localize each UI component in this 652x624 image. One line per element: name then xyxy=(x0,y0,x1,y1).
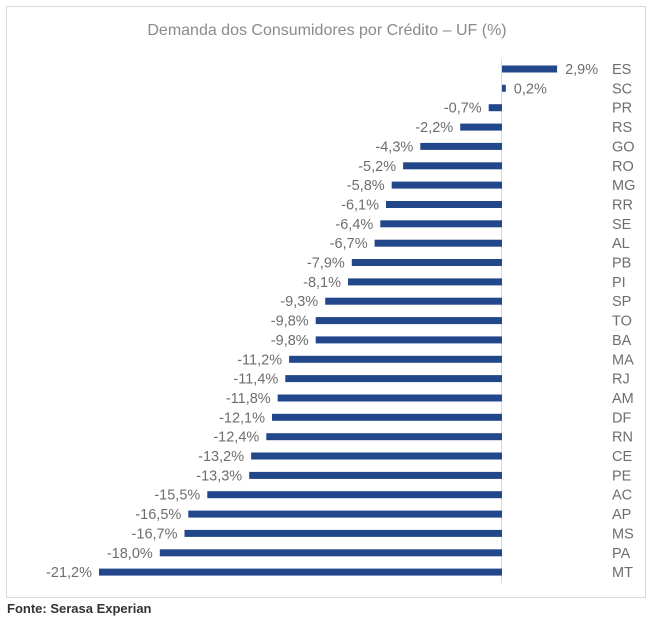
value-label-ap: -16,5% xyxy=(135,507,181,523)
category-label-ms: MS xyxy=(612,526,634,542)
value-label-ms: -16,7% xyxy=(132,526,178,542)
category-label-ap: AP xyxy=(612,507,631,523)
value-label-ac: -15,5% xyxy=(154,488,200,504)
value-label-rn: -12,4% xyxy=(213,430,259,446)
value-label-rs: -2,2% xyxy=(415,120,453,136)
category-label-pb: PB xyxy=(612,256,631,272)
bar-mt xyxy=(99,568,502,576)
bar-ro xyxy=(403,162,502,170)
category-label-rr: RR xyxy=(612,198,633,214)
category-label-mg: MG xyxy=(612,178,635,194)
value-label-sp: -9,3% xyxy=(280,294,318,310)
value-label-ro: -5,2% xyxy=(358,159,396,175)
value-label-pi: -8,1% xyxy=(303,275,341,291)
value-label-es: 2,9% xyxy=(565,62,598,78)
bar-am xyxy=(277,394,502,402)
category-label-es: ES xyxy=(612,62,631,78)
category-label-mt: MT xyxy=(612,565,633,581)
bar-ac xyxy=(207,491,503,499)
chart-title: Demanda dos Consumidores por Crédito – U… xyxy=(147,22,506,39)
category-label-df: DF xyxy=(612,410,631,426)
bar-df xyxy=(272,413,502,421)
bar-al xyxy=(374,239,502,247)
value-label-rr: -6,1% xyxy=(341,198,379,214)
category-label-to: TO xyxy=(612,314,632,330)
value-label-rj: -11,4% xyxy=(233,372,278,388)
category-label-rj: RJ xyxy=(612,372,630,388)
bar-chart: Demanda dos Consumidores por Crédito – U… xyxy=(46,22,635,583)
value-label-ma: -11,2% xyxy=(237,352,282,368)
value-label-mg: -5,8% xyxy=(347,178,385,194)
category-label-pa: PA xyxy=(612,546,631,562)
value-label-al: -6,7% xyxy=(330,236,368,252)
value-label-sc: 0,2% xyxy=(514,81,547,97)
category-label-rn: RN xyxy=(612,430,633,446)
bar-ma xyxy=(289,355,502,363)
bar-pr xyxy=(488,104,502,112)
category-label-rs: RS xyxy=(612,120,632,136)
category-label-se: SE xyxy=(612,217,632,233)
category-label-pe: PE xyxy=(612,468,632,484)
value-label-am: -11,8% xyxy=(226,391,271,407)
category-label-ma: MA xyxy=(612,352,634,368)
bar-pi xyxy=(348,278,502,286)
value-label-se: -6,4% xyxy=(335,217,373,233)
bar-to xyxy=(315,317,502,325)
value-label-pb: -7,9% xyxy=(307,256,345,272)
bar-ba xyxy=(315,336,502,344)
value-label-pe: -13,3% xyxy=(196,468,242,484)
value-label-go: -4,3% xyxy=(375,139,413,155)
bar-pe xyxy=(249,471,502,479)
bar-rj xyxy=(285,375,502,383)
category-label-pi: PI xyxy=(612,275,626,291)
value-label-pr: -0,7% xyxy=(444,101,482,117)
value-label-mt: -21,2% xyxy=(46,565,92,581)
value-label-to: -9,8% xyxy=(271,314,309,330)
category-label-am: AM xyxy=(612,391,634,407)
bar-pa xyxy=(159,549,503,557)
category-label-al: AL xyxy=(612,236,630,252)
bar-ce xyxy=(251,452,502,460)
bar-sp xyxy=(325,297,502,305)
category-label-ro: RO xyxy=(612,159,634,175)
source-note: Fonte: Serasa Experian xyxy=(7,601,152,616)
value-label-ba: -9,8% xyxy=(271,333,309,349)
category-label-sc: SC xyxy=(612,81,632,97)
category-label-sp: SP xyxy=(612,294,631,310)
bar-es xyxy=(502,65,558,73)
bar-se xyxy=(380,220,502,228)
category-label-ba: BA xyxy=(612,333,632,349)
bar-rs xyxy=(460,123,502,131)
bar-rr xyxy=(386,201,502,208)
chart-frame: Demanda dos Consumidores por Crédito – U… xyxy=(6,6,646,598)
category-label-ac: AC xyxy=(612,488,632,504)
bar-go xyxy=(420,142,502,150)
category-label-ce: CE xyxy=(612,449,632,465)
value-label-df: -12,1% xyxy=(219,410,265,426)
bar-pb xyxy=(351,259,502,266)
bar-sc xyxy=(502,84,506,92)
bar-ap xyxy=(188,510,503,518)
bar-rn xyxy=(266,433,502,441)
value-label-pa: -18,0% xyxy=(107,546,153,562)
category-label-pr: PR xyxy=(612,101,632,117)
value-label-ce: -13,2% xyxy=(198,449,244,465)
bar-ms xyxy=(184,529,502,537)
category-label-go: GO xyxy=(612,139,635,155)
bar-mg xyxy=(391,181,502,189)
